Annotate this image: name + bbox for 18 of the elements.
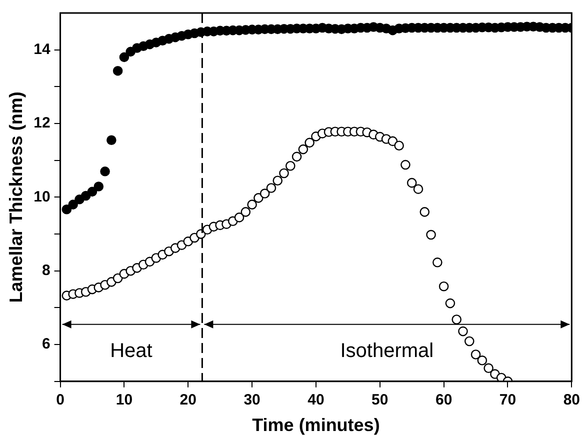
y-tick-label: 14 [34, 40, 51, 58]
x-tick-label: 50 [372, 392, 388, 409]
y-tick-label: 6 [42, 336, 50, 353]
x-tick-label: 70 [499, 392, 516, 409]
x-axis-title: Time (minutes) [252, 415, 380, 436]
x-tick-label: 40 [308, 392, 324, 409]
x-tick-label: 10 [116, 392, 133, 409]
y-tick-label: 10 [34, 188, 50, 206]
annotation: Heat [110, 340, 153, 362]
x-tick-label: 20 [180, 392, 196, 409]
x-tick-label: 0 [56, 392, 64, 409]
annotation: Isothermal [340, 340, 434, 362]
y-tick-label: 12 [34, 114, 50, 132]
y-tick-label: 8 [42, 262, 50, 280]
x-tick-label: 80 [563, 392, 580, 409]
y-axis-title: Lamellar Thickness (nm) [6, 92, 26, 303]
x-tick-label: 60 [435, 392, 452, 409]
x-tick-label: 30 [244, 392, 260, 409]
